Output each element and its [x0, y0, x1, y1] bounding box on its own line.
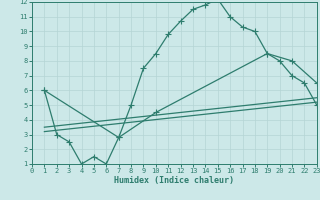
X-axis label: Humidex (Indice chaleur): Humidex (Indice chaleur)	[115, 176, 234, 185]
